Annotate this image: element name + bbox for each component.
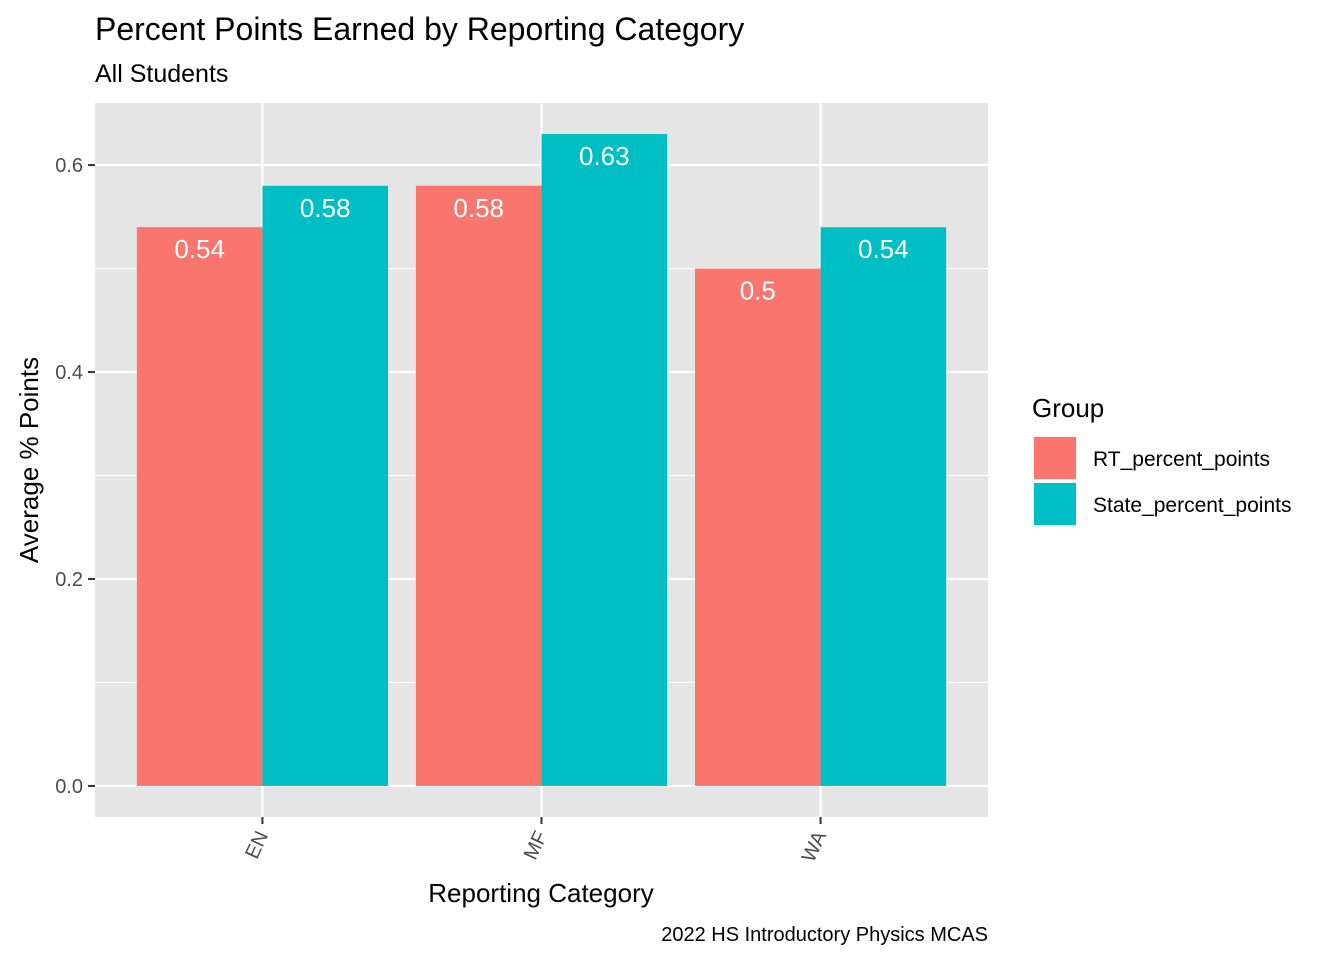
legend-title: Group — [1032, 393, 1104, 423]
x-tick-label: WA — [798, 827, 832, 865]
bar-wa-1 — [820, 227, 947, 786]
data-labels: 0.54 0.58 0.5 0.58 0.63 0.54 — [174, 141, 908, 306]
data-label: 0.58 — [453, 193, 504, 223]
data-label: 0.54 — [858, 234, 909, 264]
chart-caption: 2022 HS Introductory Physics MCAS — [661, 924, 988, 946]
x-tick-label: EN — [241, 828, 273, 862]
legend: Group RT_percent_points State_percent_poi… — [1032, 393, 1291, 526]
legend-label: RT_percent_points — [1093, 448, 1270, 471]
y-tick-label: 0.4 — [55, 362, 83, 384]
y-tick-label: 0.2 — [55, 569, 83, 591]
legend-label: State_percent_points — [1093, 494, 1291, 517]
data-label: 0.58 — [300, 193, 351, 223]
bar-mf-1 — [541, 134, 668, 786]
bar-wa-0 — [694, 268, 821, 786]
y-axis-title: Average % Points — [14, 357, 44, 563]
bar-en-1 — [262, 185, 389, 786]
data-label: 0.5 — [740, 276, 776, 306]
legend-swatch — [1034, 483, 1076, 525]
y-tick-label: 0.0 — [55, 776, 83, 798]
chart-subtitle: All Students — [95, 60, 228, 88]
bars — [136, 134, 947, 786]
y-axis-ticks: 0.0 0.2 0.4 0.6 — [55, 155, 95, 798]
legend-swatch — [1034, 437, 1076, 479]
data-label: 0.63 — [579, 141, 630, 171]
bar-mf-0 — [415, 185, 542, 786]
y-tick-label: 0.6 — [55, 155, 83, 177]
x-axis-ticks: EN MF WA — [241, 817, 831, 866]
bar-en-0 — [136, 227, 263, 786]
x-axis-title: Reporting Category — [428, 878, 653, 908]
data-label: 0.54 — [174, 234, 225, 264]
legend-items: RT_percent_points State_percent_points — [1033, 436, 1291, 526]
x-tick-label: MF — [520, 828, 552, 863]
chart-title: Percent Points Earned by Reporting Categ… — [95, 11, 744, 47]
